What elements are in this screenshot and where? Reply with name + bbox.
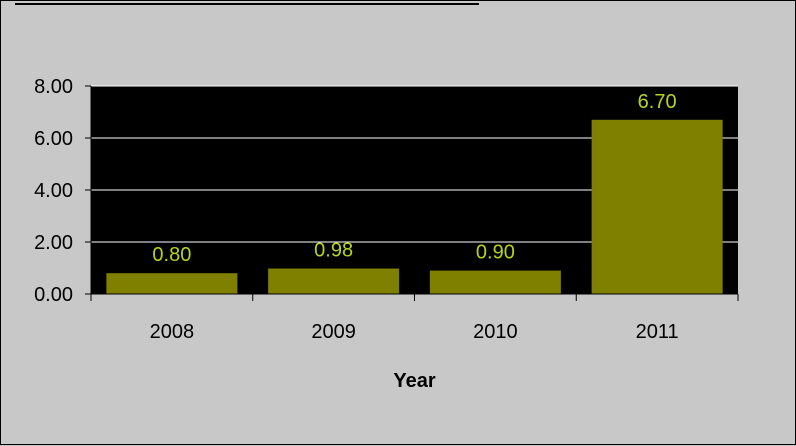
x-tick-label: 2011 bbox=[636, 321, 679, 343]
y-tick-label: 4.00 bbox=[34, 180, 73, 202]
data-label: 0.90 bbox=[476, 242, 515, 264]
y-tick-label: 6.00 bbox=[34, 128, 73, 150]
bar bbox=[268, 268, 400, 294]
y-tick-label: 0.00 bbox=[34, 284, 73, 306]
data-label: 6.70 bbox=[638, 91, 677, 113]
y-axis: 0.00 2.00 4.00 6.00 8.00 bbox=[34, 76, 92, 306]
data-labels: 0.80 0.98 0.90 6.70 bbox=[152, 91, 676, 266]
y-tick-label: 2.00 bbox=[34, 232, 73, 254]
data-label: 0.98 bbox=[314, 240, 353, 262]
data-label: 0.80 bbox=[152, 244, 191, 266]
x-tick-label: 2010 bbox=[473, 321, 518, 343]
x-axis: 2008 2009 2010 2011 bbox=[90, 293, 739, 343]
bar bbox=[591, 119, 723, 294]
x-axis-title: Year bbox=[393, 370, 435, 392]
bar bbox=[106, 273, 238, 294]
x-tick-label: 2008 bbox=[150, 321, 195, 343]
x-tick-label: 2009 bbox=[311, 321, 356, 343]
bars bbox=[106, 119, 723, 294]
y-tick-label: 8.00 bbox=[34, 76, 73, 98]
bar bbox=[429, 270, 561, 294]
